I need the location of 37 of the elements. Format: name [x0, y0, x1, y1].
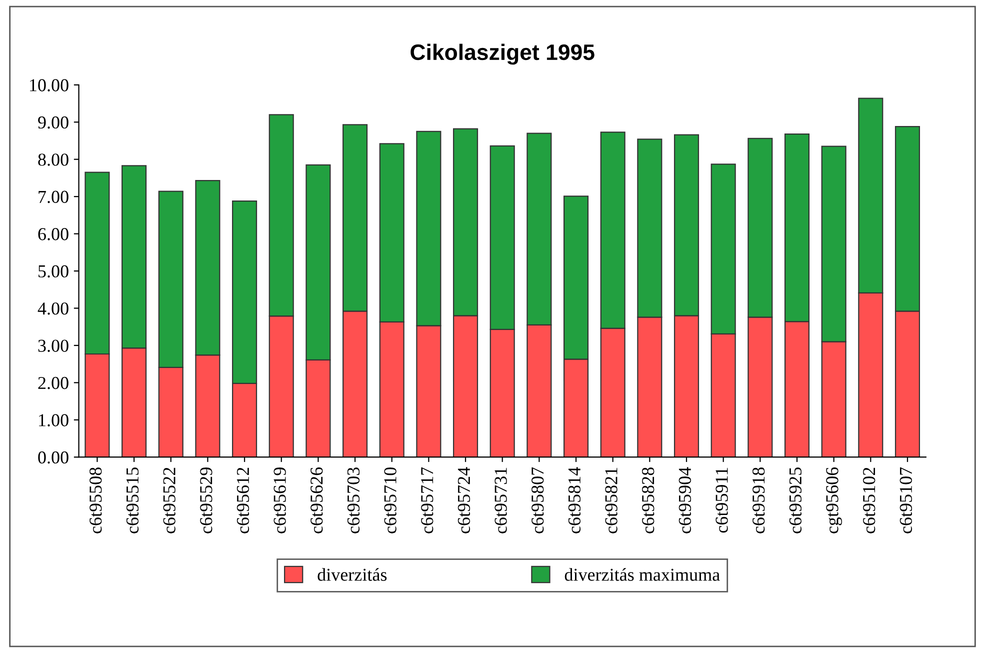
chart-title: Cikolasziget 1995: [410, 44, 594, 65]
y-tick-label: 5.00: [38, 265, 68, 278]
legend-label: diverzitás: [318, 568, 387, 581]
y-tick-label: 4.00: [38, 302, 68, 315]
x-tick-label: c6t95724: [458, 467, 470, 534]
legend-label: diverzitás maximuma: [564, 568, 720, 581]
x-tick-label: c6t95828: [642, 468, 654, 534]
x-tick-label: c6t95807: [532, 467, 544, 534]
x-tick-label: c6t95107: [900, 467, 912, 534]
x-tick-label: c6t95925: [789, 468, 802, 534]
y-tick-label: 0.00: [38, 451, 68, 464]
x-tick-label: c6t95619: [274, 468, 286, 534]
y-tick-label: 1.00: [39, 414, 68, 426]
y-tick-label: 10.00: [30, 79, 68, 92]
y-tick-label: 6.00: [38, 228, 68, 240]
x-tick-label: c6t95515: [126, 468, 139, 534]
y-tick-label: 3.00: [38, 340, 68, 352]
x-tick-label: c6t95731: [494, 468, 507, 534]
y-tick-label: 9.00: [38, 116, 68, 129]
x-tick-label: c6t95102: [862, 468, 876, 534]
y-tick-label: 7.00: [38, 190, 68, 204]
x-tick-label: c6t95904: [678, 467, 692, 534]
y-tick-label: 8.00: [38, 154, 68, 166]
x-tick-label: c6t95612: [236, 468, 250, 534]
x-tick-label: c6t95717: [421, 467, 434, 534]
x-tick-label: c6t95529: [200, 468, 212, 534]
x-tick-label: c6t95821: [605, 468, 618, 534]
x-tick-label: c6t95703: [347, 468, 360, 534]
x-tick-label: c6t95710: [384, 468, 396, 534]
x-tick-label: c6t95918: [752, 468, 765, 534]
y-tick-label: 2.00: [38, 376, 68, 390]
x-tick-label: c6t95911: [716, 468, 728, 533]
x-tick-label: c6t95814: [568, 467, 581, 534]
x-tick-label: c6t95626: [310, 467, 323, 534]
x-tick-label: cgt95606: [826, 467, 842, 534]
x-tick-label: c6t95522: [163, 468, 176, 534]
x-tick-label: c6t95508: [90, 468, 102, 534]
